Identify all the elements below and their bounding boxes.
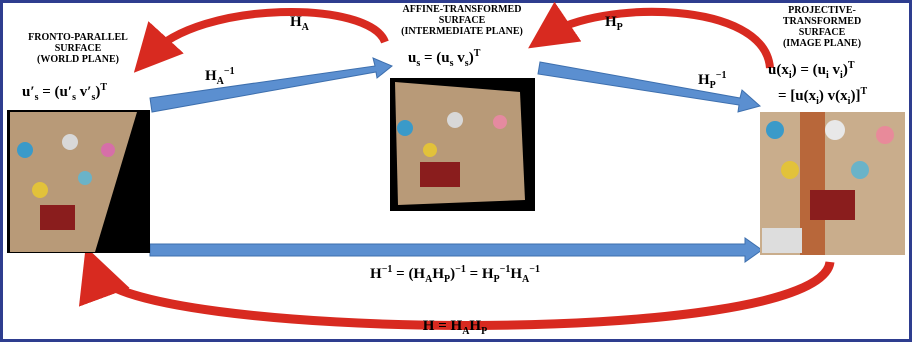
- diagram: FRONTO-PARALLELSURFACE(WORLD PLANE)u′s =…: [0, 0, 912, 342]
- panel-label: SURFACE: [799, 27, 846, 38]
- math-part: = H: [466, 266, 494, 282]
- formula: = [u(xi) v(xi)]T: [778, 86, 867, 107]
- panel-label: PROJECTIVE-: [788, 5, 856, 16]
- panel-label: TRANSFORMED: [783, 16, 861, 27]
- panel-label: (WORLD PLANE): [37, 54, 119, 65]
- math-part: u′: [22, 84, 35, 100]
- panel-label: FRONTO-PARALLEL: [28, 32, 128, 43]
- math-part: H: [605, 14, 617, 30]
- math-part: T: [474, 48, 481, 59]
- math-part: P: [710, 80, 716, 91]
- math-part: −1: [455, 264, 466, 275]
- math-part: H: [370, 266, 382, 282]
- math-part: H = H: [423, 318, 463, 334]
- math-part: ) = (u: [792, 62, 826, 78]
- math-part: A: [217, 76, 225, 87]
- math-part: P: [494, 274, 500, 285]
- math-part: H: [432, 266, 444, 282]
- math-part: u: [408, 50, 416, 66]
- math-part: u(x: [768, 62, 789, 78]
- panel-label: SURFACE: [55, 43, 102, 54]
- math-part: )]: [850, 88, 860, 104]
- math-part: = (H: [392, 266, 425, 282]
- math-part: A: [302, 22, 310, 33]
- math-part: H: [469, 318, 481, 334]
- math-part: H: [698, 72, 710, 88]
- math-part: P: [481, 326, 487, 337]
- math-part: = (u: [420, 50, 449, 66]
- math-part: H: [205, 68, 217, 84]
- math-part: −1: [500, 264, 511, 275]
- math-part: H: [290, 14, 302, 30]
- math-part: ) v(x: [819, 88, 848, 104]
- math-part: −1: [716, 70, 727, 81]
- panel-label: (INTERMEDIATE PLANE): [401, 26, 523, 37]
- image-world: [7, 110, 150, 253]
- math-part: T: [848, 60, 855, 71]
- math-part: −1: [224, 66, 235, 77]
- math-part: = [u(x: [778, 88, 817, 104]
- panel-label: SURFACE: [439, 15, 486, 26]
- image-intermediate: [390, 78, 535, 211]
- math-part: v: [829, 62, 841, 78]
- math-part: v: [454, 50, 466, 66]
- math-part: T: [860, 86, 867, 97]
- math-part: H: [510, 266, 522, 282]
- panel-label: (IMAGE PLANE): [783, 38, 861, 49]
- label-h-inv: H−1 = (HAHP)−1 = HP−1HA−1: [370, 264, 540, 285]
- math-part: A: [522, 274, 530, 285]
- panel-label: AFFINE-TRANSFORMED: [403, 4, 522, 15]
- math-part: T: [100, 82, 107, 93]
- math-part: P: [617, 22, 623, 33]
- image-projective: [760, 112, 905, 255]
- math-part: −1: [382, 264, 393, 275]
- math-part: −1: [529, 264, 540, 275]
- math-part: = (u′: [38, 84, 72, 100]
- math-part: v′: [76, 84, 91, 100]
